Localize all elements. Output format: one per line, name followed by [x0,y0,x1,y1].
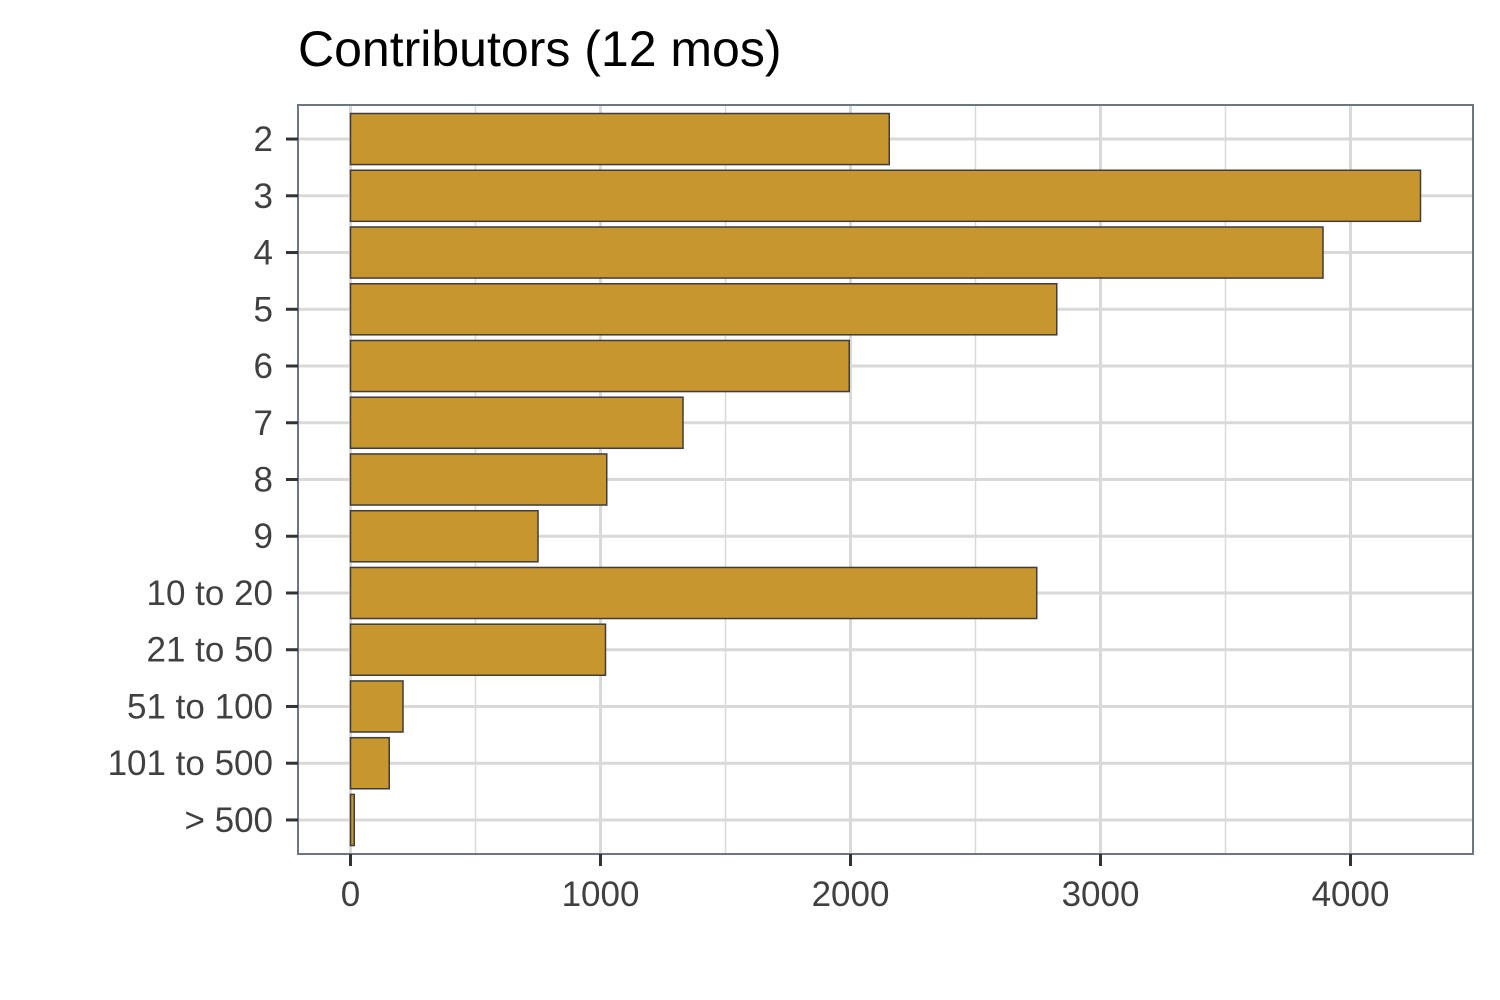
y-tick-label: 8 [254,461,273,500]
bar-101-to-500 [349,736,390,790]
bar-10-to-20 [349,566,1038,620]
axes: 2 3 4 5 6 7 8 9 10 to 20 21 to 50 51 to 100 101 to … [108,120,1390,914]
y-tick-label: 4 [254,234,273,273]
bar-3 [349,169,1422,223]
bar-8 [349,453,608,506]
bar-5 [349,282,1058,336]
bar-9 [349,509,539,563]
bar-7 [349,396,684,450]
bar-6 [349,339,850,393]
y-tick-label: > 500 [184,801,273,840]
y-tick-label: 101 to 500 [108,744,273,783]
bar-2 [349,112,890,166]
y-tick-label: 7 [254,404,273,443]
y-tick-label: 21 to 50 [147,631,274,670]
bars [349,112,1422,847]
y-tick-label: 3 [254,177,273,216]
y-tick-label: 2 [254,120,273,159]
y-tick-label: 6 [254,347,273,386]
bar-500 [349,793,355,847]
y-tick-label: 10 to 20 [147,574,274,613]
x-tick-label: 1000 [562,875,640,914]
x-tick-label: 4000 [1312,875,1390,914]
chart-title: Contributors (12 mos) [298,21,782,77]
y-tick-label: 5 [254,290,273,329]
bar-4 [349,226,1324,279]
x-tick-label: 2000 [812,875,890,914]
y-tick-label: 51 to 100 [127,687,273,726]
x-tick-label: 3000 [1062,875,1140,914]
y-tick-label: 9 [254,517,273,556]
x-tick-label: 0 [341,875,360,914]
bar-51-to-100 [349,680,404,733]
bar-21-to-50 [349,623,607,677]
